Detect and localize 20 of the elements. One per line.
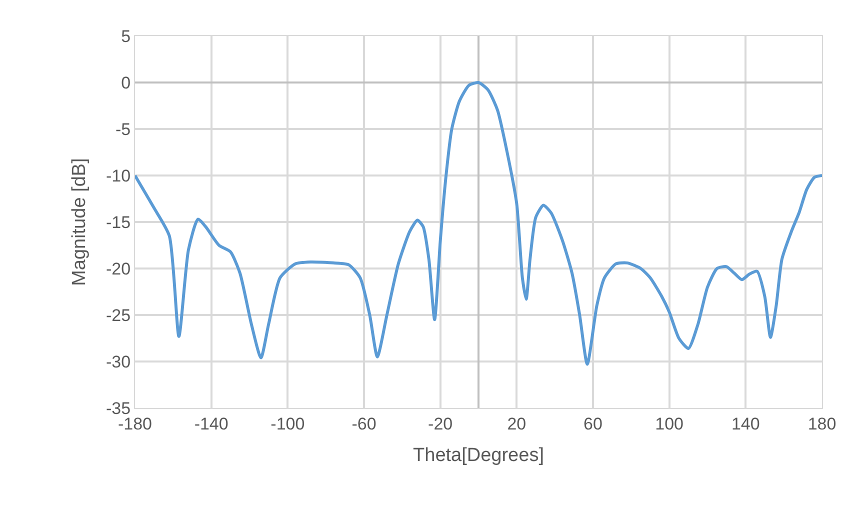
y-tick-label: -15 (106, 212, 131, 232)
x-tick-label: 100 (655, 414, 684, 434)
y-axis-title: Magnitude [dB] (68, 158, 90, 286)
x-tick-label: 20 (507, 414, 526, 434)
x-tick-label: -20 (428, 414, 453, 434)
x-tick-label: 180 (808, 414, 836, 434)
x-tick-label: 140 (731, 414, 760, 434)
x-axis-title: Theta[Degrees] (413, 445, 544, 466)
y-tick-label: -30 (106, 352, 131, 372)
x-tick-label: -60 (352, 414, 376, 434)
y-tick-label: -25 (106, 306, 131, 325)
y-tick-label: -5 (115, 120, 131, 139)
y-tick-label: 5 (121, 26, 131, 46)
line-series (135, 81, 822, 366)
y-tick-label: -20 (106, 259, 131, 278)
y-tick-label: 0 (121, 73, 131, 92)
y-tick-label: -10 (106, 166, 131, 186)
x-tick-label: 60 (584, 414, 602, 434)
x-tick-label: -100 (270, 414, 305, 434)
x-tick-label: -140 (194, 414, 228, 434)
